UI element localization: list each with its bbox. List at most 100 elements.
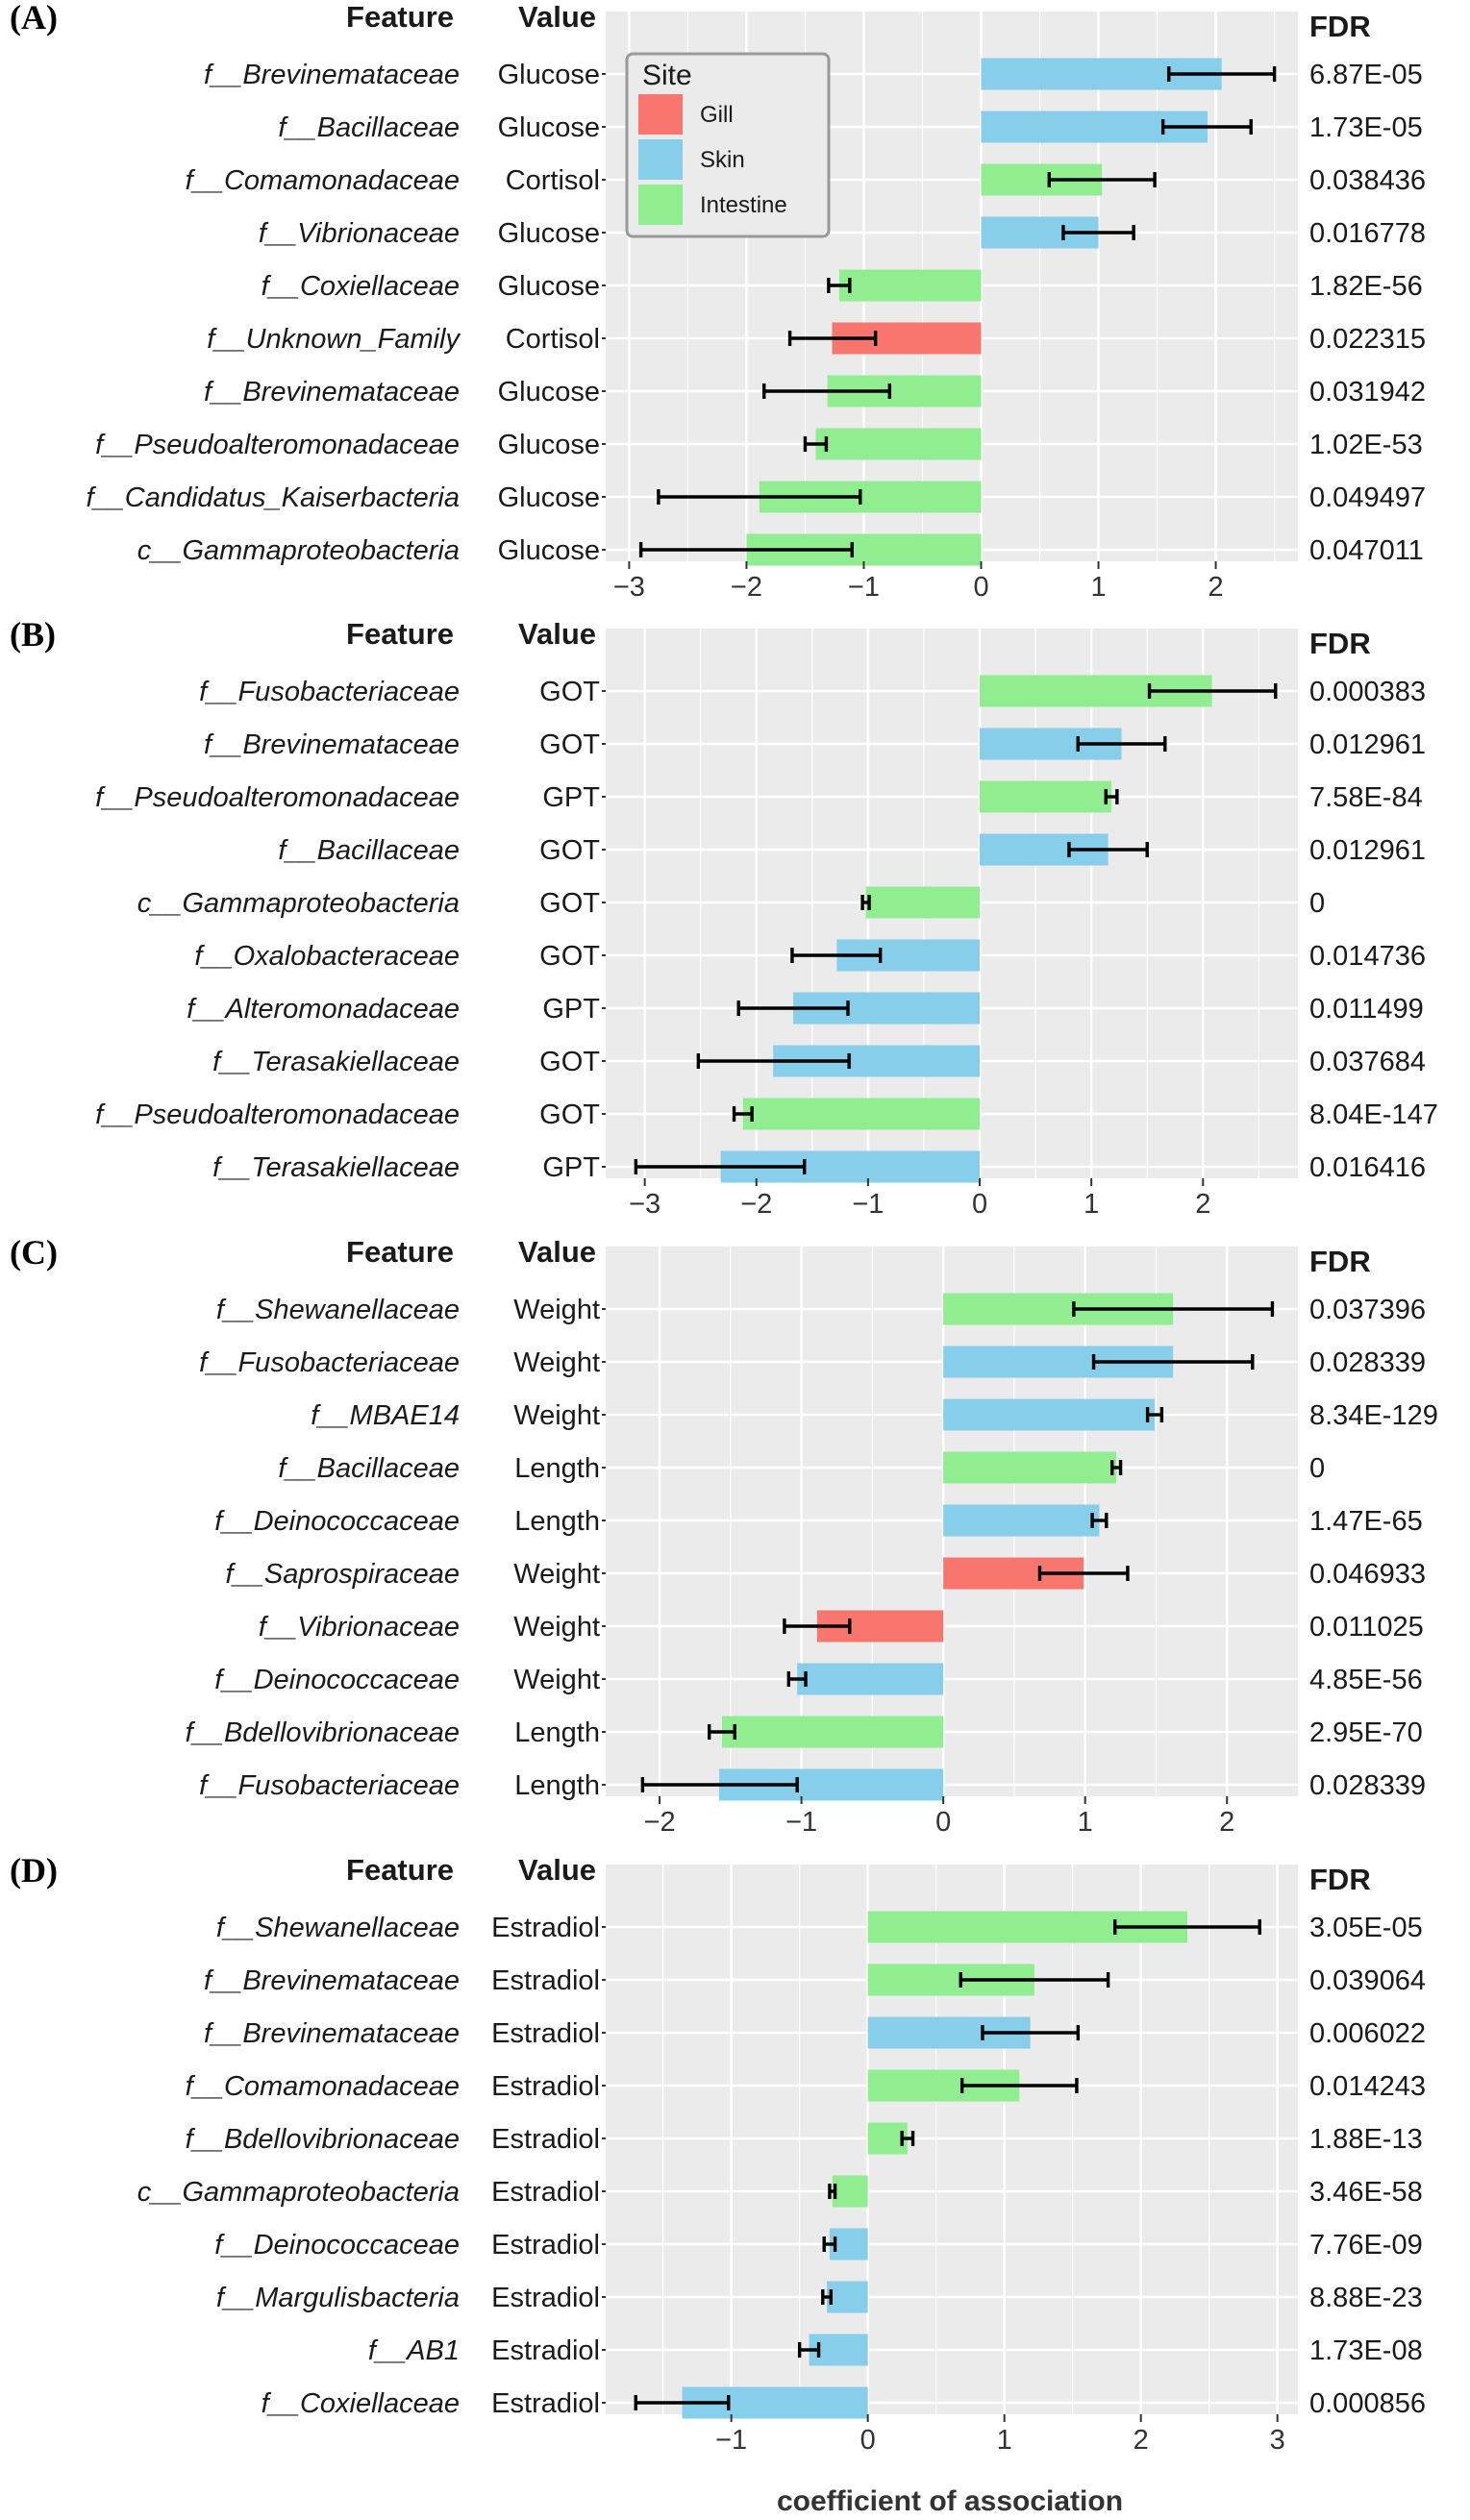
value-label: Weight (513, 1665, 600, 1695)
fdr-value: 0.047011 (1309, 535, 1424, 566)
x-tick-label: −1 (848, 572, 880, 603)
x-tick-label: 0 (972, 1189, 987, 1220)
feature-label: f__Bacillaceae (278, 112, 460, 143)
legend-swatch-intestine (638, 185, 683, 225)
bar (832, 2175, 868, 2208)
value-label: GOT (539, 677, 600, 707)
feature-label: f__Terasakiellaceae (212, 1047, 460, 1077)
fdr-value: 0.000856 (1309, 2388, 1426, 2419)
x-tick-label: −1 (852, 1189, 884, 1220)
feature-label: f__Saprospiraceae (226, 1559, 460, 1590)
fdr-value: 0.038436 (1309, 165, 1426, 196)
fdr-value: 0.016778 (1309, 218, 1426, 249)
fdr-value: 0.037684 (1309, 1047, 1426, 1077)
value-label: GOT (539, 888, 600, 919)
fdr-value: 0.006022 (1309, 2018, 1426, 2049)
value-label: GPT (542, 1152, 600, 1183)
feature-label: f__Pseudoalteromonadaceae (95, 782, 460, 813)
feature-label: f__Comamonadaceae (186, 2071, 460, 2102)
fdr-value: 3.46E-58 (1309, 2177, 1423, 2208)
bar (815, 428, 982, 460)
fdr-column-header: FDR (1309, 627, 1371, 660)
x-tick-label: 0 (973, 572, 988, 603)
value-label: Estradiol (491, 2335, 600, 2366)
x-tick-label: 2 (1195, 1189, 1210, 1220)
feature-label: f__Alteromonadaceae (187, 994, 460, 1025)
feature-label: f__Brevinemataceae (204, 729, 460, 760)
x-tick-label: −2 (740, 1189, 772, 1220)
fdr-value: 0.000383 (1309, 677, 1426, 707)
fdr-value: 0.014243 (1309, 2071, 1426, 2102)
feature-column-header: Feature (346, 1235, 454, 1269)
feature-label: f__Pseudoalteromonadaceae (95, 430, 460, 460)
feature-label: f__Vibrionaceae (259, 218, 460, 249)
feature-label: f__Deinococcaceae (214, 1506, 460, 1537)
value-label: Length (514, 1506, 600, 1537)
feature-label: f__Candidatus_Kaiserbacteria (86, 482, 460, 513)
bar (742, 1098, 981, 1130)
fdr-value: 8.04E-147 (1309, 1099, 1438, 1130)
value-label: Estradiol (491, 2071, 600, 2102)
fdr-value: 0.012961 (1309, 729, 1426, 760)
value-label: GOT (539, 729, 600, 760)
value-label: Estradiol (491, 2283, 600, 2313)
feature-label: f__Brevinemataceae (204, 60, 460, 90)
value-column-header: Value (518, 1853, 596, 1887)
fdr-value: 1.47E-65 (1309, 1506, 1423, 1537)
fdr-value: 0.012961 (1309, 835, 1426, 866)
fdr-value: 0.016416 (1309, 1152, 1426, 1183)
feature-label: f__Unknown_Family (207, 324, 461, 355)
value-label: Glucose (498, 271, 600, 302)
x-tick-label: 2 (1219, 1807, 1234, 1838)
feature-label: f__Deinococcaceae (214, 1665, 460, 1695)
fdr-value: 3.05E-05 (1309, 1913, 1423, 1943)
fdr-value: 1.73E-05 (1309, 112, 1423, 143)
x-axis-title: coefficient of association (777, 2485, 1123, 2517)
value-label: GPT (542, 782, 600, 813)
feature-label: f__Pseudoalteromonadaceae (95, 1099, 460, 1130)
value-label: Glucose (498, 482, 600, 513)
value-label: Cortisol (506, 324, 600, 355)
legend-title: Site (642, 60, 692, 91)
feature-label: f__MBAE14 (311, 1400, 460, 1431)
legend-label-intestine: Intestine (700, 192, 787, 218)
fdr-value: 0 (1309, 888, 1325, 919)
feature-label: f__Coxiellaceae (262, 271, 460, 302)
value-label: Estradiol (491, 2230, 600, 2261)
legend-swatch-skin (638, 139, 683, 180)
fdr-column-header: FDR (1309, 10, 1371, 43)
bar (943, 1504, 1100, 1537)
value-column-header: Value (518, 1235, 596, 1269)
feature-label: f__AB1 (368, 2335, 460, 2366)
x-tick-label: −3 (613, 572, 645, 603)
fdr-column-header: FDR (1309, 1863, 1371, 1896)
fdr-value: 1.88E-13 (1309, 2124, 1423, 2155)
value-label: GPT (542, 994, 600, 1025)
value-label: GOT (539, 1099, 600, 1130)
fdr-value: 0.039064 (1309, 1965, 1426, 1996)
feature-label: f__Brevinemataceae (204, 1965, 460, 1996)
value-label: Weight (513, 1295, 600, 1325)
value-label: GOT (539, 941, 600, 972)
legend-swatch-gill (638, 94, 683, 135)
fdr-value: 7.76E-09 (1309, 2230, 1423, 2261)
fdr-value: 0.046933 (1309, 1559, 1426, 1590)
x-tick-label: 1 (997, 2425, 1012, 2456)
feature-label: f__Bdellovibrionaceae (186, 1717, 460, 1748)
value-label: GOT (539, 835, 600, 866)
fdr-value: 0 (1309, 1453, 1325, 1484)
feature-label: f__Oxalobacteraceae (194, 941, 460, 972)
fdr-value: 8.34E-129 (1309, 1400, 1438, 1431)
value-label: Estradiol (491, 2388, 600, 2419)
value-label: GOT (539, 1047, 600, 1077)
value-label: Cortisol (506, 165, 600, 196)
panel-label: (B) (10, 615, 56, 654)
value-label: Weight (513, 1612, 600, 1643)
value-label: Weight (513, 1347, 600, 1378)
x-tick-label: −2 (644, 1807, 676, 1838)
value-label: Estradiol (491, 2124, 600, 2155)
value-label: Estradiol (491, 1965, 600, 1996)
feature-label: f__Shewanellaceae (216, 1913, 460, 1943)
panel-label: (A) (10, 0, 58, 37)
